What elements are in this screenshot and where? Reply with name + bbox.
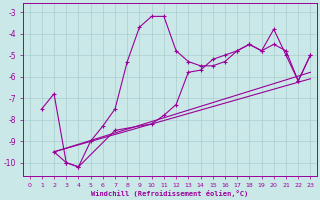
X-axis label: Windchill (Refroidissement éolien,°C): Windchill (Refroidissement éolien,°C) xyxy=(92,190,249,197)
